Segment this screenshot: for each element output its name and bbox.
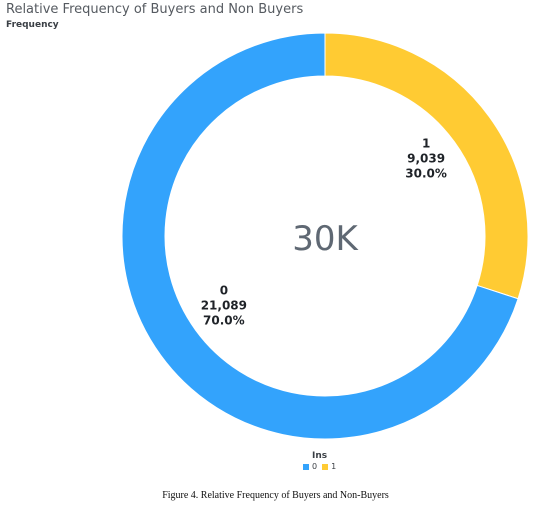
- slice-label-name-0: 0: [220, 283, 228, 297]
- legend-label-0: 0: [312, 462, 318, 471]
- donut-slices: [121, 32, 529, 440]
- slice-label-name-1: 1: [422, 137, 430, 151]
- chart-title: Relative Frequency of Buyers and Non Buy…: [6, 2, 304, 17]
- legend-swatch-0: [303, 463, 309, 470]
- legend-label-1: 1: [331, 462, 337, 471]
- legend-item-1[interactable]: 1: [322, 462, 336, 471]
- legend-title: Ins: [312, 451, 328, 461]
- slice-label-value-1: 9,039: [407, 152, 445, 166]
- legend-item-0[interactable]: 0: [303, 462, 317, 471]
- chart-subtitle: Frequency: [6, 20, 59, 30]
- slice-label-value-0: 21,089: [201, 298, 247, 312]
- legend-swatch-1: [322, 463, 329, 470]
- slice-label-percent-1: 30.0%: [405, 167, 447, 181]
- slice-label-percent-0: 70.0%: [203, 313, 245, 327]
- donut-slice-0[interactable]: [121, 32, 519, 440]
- figure-caption: Figure 4. Relative Frequency of Buyers a…: [162, 490, 389, 501]
- center-total-label: 30K: [292, 219, 359, 259]
